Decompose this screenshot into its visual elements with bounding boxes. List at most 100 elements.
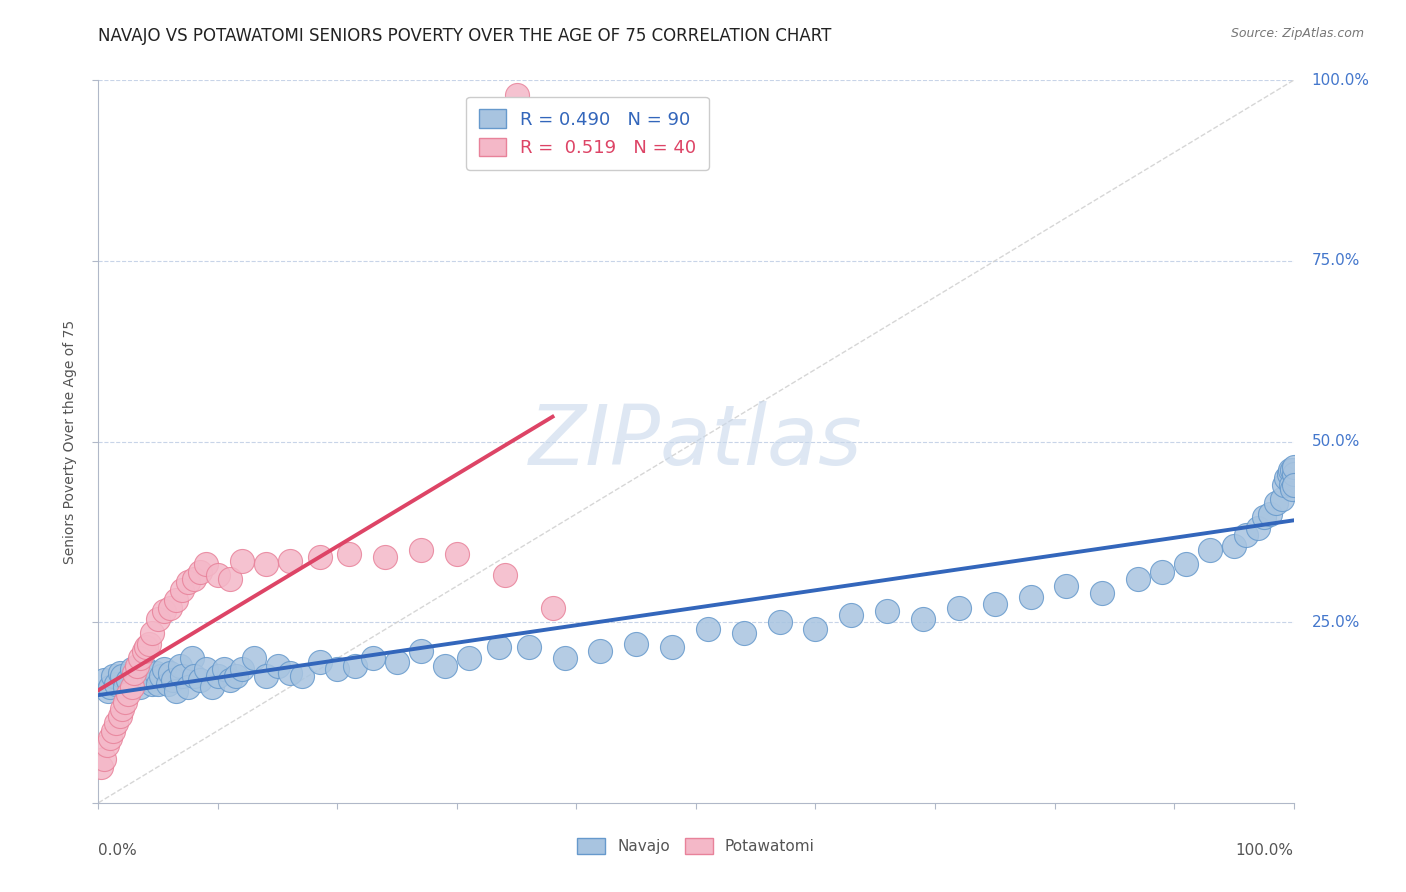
- Point: [1234, 528, 1257, 542]
- Point: [1272, 478, 1295, 492]
- Point: [169, 658, 191, 673]
- Point: [339, 547, 361, 561]
- Point: [344, 658, 367, 673]
- Text: NAVAJO VS POTAWATOMI SENIORS POVERTY OVER THE AGE OF 75 CORRELATION CHART: NAVAJO VS POTAWATOMI SENIORS POVERTY OVE…: [98, 27, 832, 45]
- Point: [207, 669, 229, 683]
- Point: [188, 673, 211, 687]
- Point: [768, 615, 790, 630]
- Point: [1199, 542, 1222, 557]
- Point: [488, 640, 510, 655]
- Point: [125, 665, 148, 680]
- Point: [172, 582, 194, 597]
- Point: [219, 673, 242, 687]
- Point: [458, 651, 481, 665]
- Point: [132, 669, 155, 683]
- Point: [1264, 496, 1286, 510]
- Point: [1271, 492, 1294, 507]
- Text: 75.0%: 75.0%: [1312, 253, 1360, 268]
- Text: 50.0%: 50.0%: [1312, 434, 1360, 449]
- Point: [177, 680, 200, 694]
- Point: [172, 669, 194, 683]
- Point: [267, 658, 290, 673]
- Point: [188, 565, 211, 579]
- Point: [517, 640, 540, 655]
- Point: [278, 665, 301, 680]
- Point: [1019, 590, 1042, 604]
- Point: [111, 669, 134, 683]
- Point: [183, 572, 205, 586]
- Point: [219, 572, 242, 586]
- Point: [114, 680, 136, 694]
- Text: 0.0%: 0.0%: [98, 843, 138, 857]
- Point: [1281, 482, 1303, 496]
- Point: [105, 676, 128, 690]
- Point: [165, 683, 187, 698]
- Point: [733, 626, 755, 640]
- Point: [183, 669, 205, 683]
- Point: [494, 568, 516, 582]
- Point: [308, 550, 330, 565]
- Point: [231, 554, 253, 568]
- Point: [108, 665, 131, 680]
- Point: [697, 623, 720, 637]
- Point: [1282, 467, 1305, 481]
- Point: [948, 600, 970, 615]
- Text: 100.0%: 100.0%: [1236, 843, 1294, 857]
- Point: [661, 640, 683, 655]
- Point: [132, 644, 155, 658]
- Point: [93, 673, 115, 687]
- Point: [434, 658, 457, 673]
- Point: [135, 640, 157, 655]
- Point: [506, 87, 529, 102]
- Point: [626, 637, 648, 651]
- Point: [326, 662, 349, 676]
- Point: [114, 695, 136, 709]
- Point: [125, 658, 148, 673]
- Point: [1091, 586, 1114, 600]
- Point: [243, 651, 266, 665]
- Point: [589, 644, 612, 658]
- Point: [90, 760, 112, 774]
- Point: [1281, 463, 1303, 477]
- Point: [1128, 572, 1150, 586]
- Point: [141, 626, 163, 640]
- Point: [225, 669, 247, 683]
- Point: [195, 662, 218, 676]
- Point: [108, 709, 131, 723]
- Point: [117, 687, 139, 701]
- Text: 100.0%: 100.0%: [1312, 73, 1369, 87]
- Text: 25.0%: 25.0%: [1312, 615, 1360, 630]
- Point: [1282, 478, 1305, 492]
- Point: [162, 673, 184, 687]
- Point: [124, 665, 146, 680]
- Text: Source: ZipAtlas.com: Source: ZipAtlas.com: [1230, 27, 1364, 40]
- Point: [446, 547, 468, 561]
- Point: [117, 673, 139, 687]
- Point: [212, 662, 235, 676]
- Point: [1279, 478, 1302, 492]
- Point: [145, 665, 167, 680]
- Point: [101, 669, 124, 683]
- Point: [96, 738, 118, 752]
- Point: [1282, 459, 1305, 474]
- Point: [541, 600, 564, 615]
- Point: [1258, 507, 1281, 521]
- Point: [278, 554, 301, 568]
- Point: [876, 604, 898, 618]
- Point: [1223, 539, 1246, 553]
- Point: [135, 662, 157, 676]
- Point: [911, 611, 934, 625]
- Point: [804, 623, 827, 637]
- Point: [149, 669, 172, 683]
- Point: [101, 723, 124, 738]
- Point: [201, 680, 224, 694]
- Point: [148, 676, 170, 690]
- Point: [141, 676, 163, 690]
- Point: [93, 752, 115, 766]
- Point: [111, 702, 134, 716]
- Point: [153, 604, 176, 618]
- Point: [138, 673, 160, 687]
- Point: [124, 676, 146, 690]
- Point: [308, 655, 330, 669]
- Point: [291, 669, 314, 683]
